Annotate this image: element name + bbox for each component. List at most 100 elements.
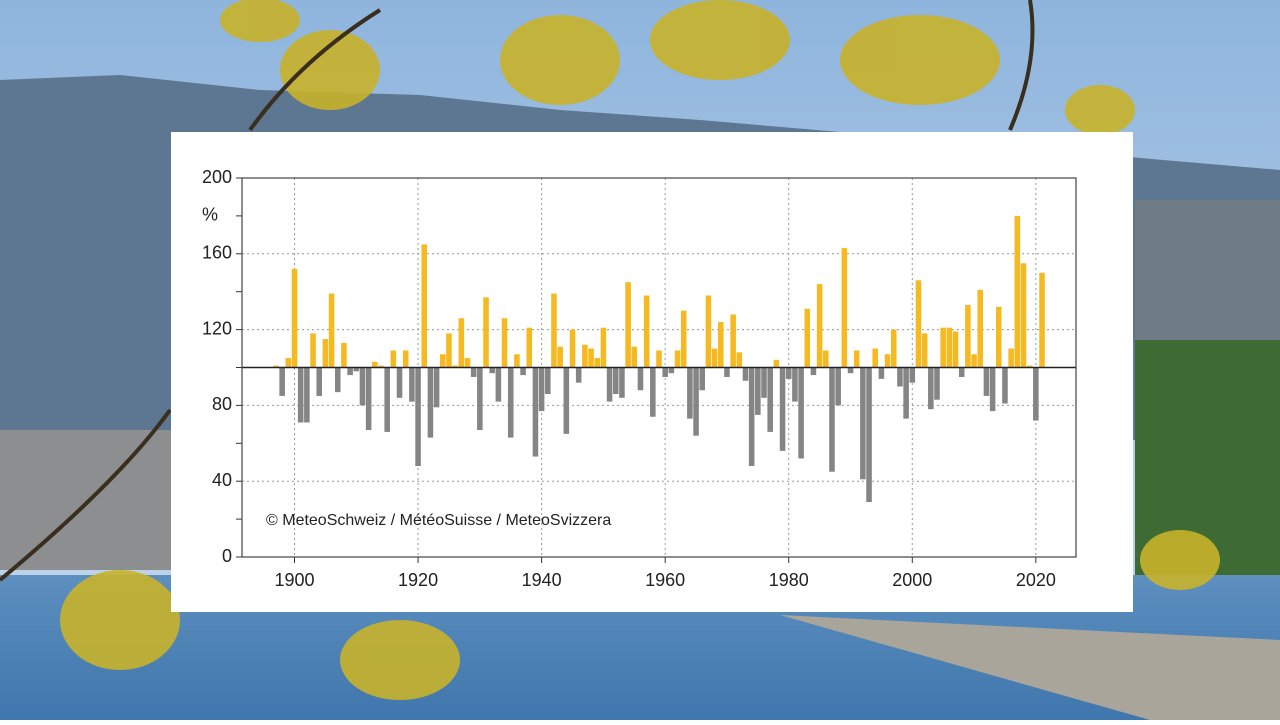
bar <box>495 367 502 402</box>
bar <box>823 350 829 368</box>
bar <box>983 367 990 396</box>
bar <box>977 289 984 368</box>
bar <box>532 367 539 457</box>
bar <box>810 367 817 376</box>
bar <box>773 359 780 368</box>
bar <box>402 350 409 368</box>
bar <box>946 327 953 368</box>
bar <box>1033 367 1039 421</box>
bar <box>384 367 390 432</box>
bar <box>1002 367 1008 404</box>
bar <box>971 354 977 368</box>
bar <box>625 282 631 368</box>
bar <box>662 367 668 377</box>
bar <box>711 348 718 368</box>
bar <box>341 342 347 368</box>
bar <box>588 348 594 368</box>
bar <box>514 354 520 368</box>
bar <box>390 350 397 368</box>
x-tick-label: 2020 <box>1016 570 1056 590</box>
bar <box>965 304 971 368</box>
bar <box>545 367 551 395</box>
bar <box>897 367 903 387</box>
bar <box>674 350 681 368</box>
bar <box>958 367 965 377</box>
bar <box>322 339 329 368</box>
y-tick-label: 0 <box>222 546 232 566</box>
bar <box>464 358 471 368</box>
x-tick-label: 1980 <box>769 570 809 590</box>
bar <box>724 367 730 377</box>
bar <box>551 293 557 368</box>
bar <box>878 367 885 379</box>
bar <box>372 361 378 368</box>
bar <box>699 367 706 391</box>
bar <box>940 327 946 368</box>
bar <box>347 367 353 376</box>
plot-frame <box>241 177 1077 558</box>
bar <box>761 367 767 398</box>
bar <box>310 333 316 368</box>
bar <box>427 367 434 438</box>
bar <box>853 350 860 368</box>
bar <box>396 367 403 398</box>
bar <box>637 367 644 391</box>
bar <box>884 354 891 368</box>
bar <box>285 358 292 368</box>
bar <box>594 358 601 368</box>
bar <box>328 293 335 368</box>
bar <box>921 333 928 368</box>
bar <box>748 367 755 467</box>
bar <box>866 367 872 503</box>
bar <box>600 327 607 368</box>
y-tick-label: 120 <box>202 318 232 338</box>
bar <box>841 248 848 368</box>
bar <box>359 367 366 406</box>
bar <box>334 367 341 393</box>
y-unit: % <box>202 205 218 225</box>
bar <box>909 367 916 383</box>
bar <box>934 367 940 400</box>
bar <box>563 367 570 434</box>
bar <box>736 352 743 368</box>
bar <box>483 297 489 368</box>
bar <box>304 367 310 423</box>
y-tick-label: 160 <box>202 243 232 263</box>
bar <box>1014 215 1021 368</box>
credit: © MeteoSchweiz / MétéoSuisse / MeteoSviz… <box>266 512 611 529</box>
bar <box>779 367 786 451</box>
x-tick-label: 2000 <box>892 570 932 590</box>
bar <box>365 367 372 431</box>
bar <box>439 354 446 368</box>
bar <box>1026 365 1033 368</box>
bar <box>829 367 835 472</box>
bar <box>316 367 323 396</box>
bar <box>273 365 279 368</box>
bar <box>612 367 619 395</box>
bar <box>1008 348 1014 368</box>
bar <box>717 322 724 368</box>
bar <box>501 318 508 368</box>
bar <box>557 346 563 368</box>
bar <box>446 333 452 368</box>
bar <box>1020 263 1027 368</box>
bar <box>619 367 625 398</box>
bar <box>804 308 811 368</box>
bar <box>792 367 798 402</box>
chart: 0 40 80 120 160 200% 1900 1920 1940 1960 1980 2000 2… <box>202 167 1077 590</box>
bar <box>928 367 934 410</box>
bar <box>378 365 384 368</box>
bar <box>538 367 545 412</box>
x-tick-label: 1900 <box>274 570 314 590</box>
bar <box>526 327 533 368</box>
bar <box>798 367 804 459</box>
bar <box>415 367 421 467</box>
bar <box>582 344 588 368</box>
bar <box>409 367 415 402</box>
bar <box>297 367 304 423</box>
bar <box>755 367 761 415</box>
bar <box>693 367 699 436</box>
bar <box>606 367 613 402</box>
bar <box>785 367 792 379</box>
